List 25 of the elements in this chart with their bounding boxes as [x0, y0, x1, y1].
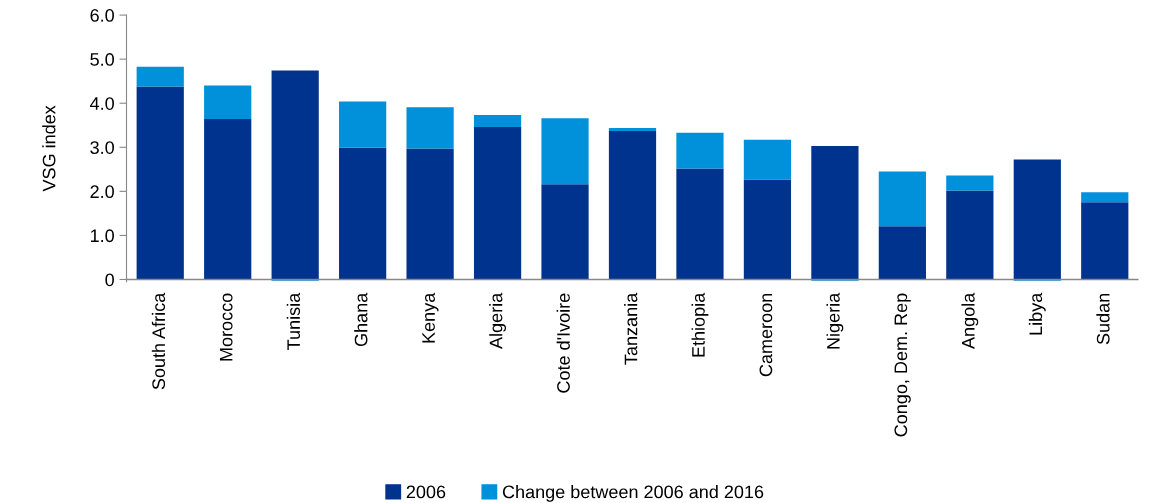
x-tick-label: South Africa	[151, 292, 166, 390]
y-tick-label: 1.0	[90, 229, 114, 243]
x-tick-label: Tanzania	[624, 292, 638, 365]
legend-label: 2006	[406, 485, 446, 499]
y-axis-title: VSG index	[42, 105, 56, 192]
y-tick-label: 5.0	[90, 53, 114, 66]
legend-label: Change between 2006 and 2016	[502, 485, 764, 502]
y-tick-label: 2.0	[90, 185, 114, 199]
y-tick-label: 4.0	[90, 97, 114, 110]
x-tick-label: Congo, Dem. Rep	[894, 293, 911, 437]
x-tick-label: Ghana	[354, 292, 368, 347]
x-tick-label: Angola	[961, 292, 979, 349]
x-tick-label: Algeria	[489, 292, 506, 349]
x-tick-label: Sudan	[1096, 293, 1110, 345]
y-tick-label: 0	[105, 273, 114, 287]
y-tick-label: 6.0	[90, 9, 114, 22]
x-tick-label: Tunisia	[286, 292, 301, 350]
x-tick-label: Ethiopia	[691, 292, 709, 357]
x-tick-label: Morocco	[219, 293, 233, 361]
x-tick-label: Libya	[1028, 292, 1046, 335]
x-tick-label: Cote d'Ivoire	[556, 293, 570, 393]
y-tick-label: 3.0	[90, 141, 114, 154]
x-tick-label: Cameroon	[759, 293, 773, 377]
x-tick-label: Nigeria	[826, 292, 844, 349]
x-tick-label: Kenya	[422, 292, 439, 343]
